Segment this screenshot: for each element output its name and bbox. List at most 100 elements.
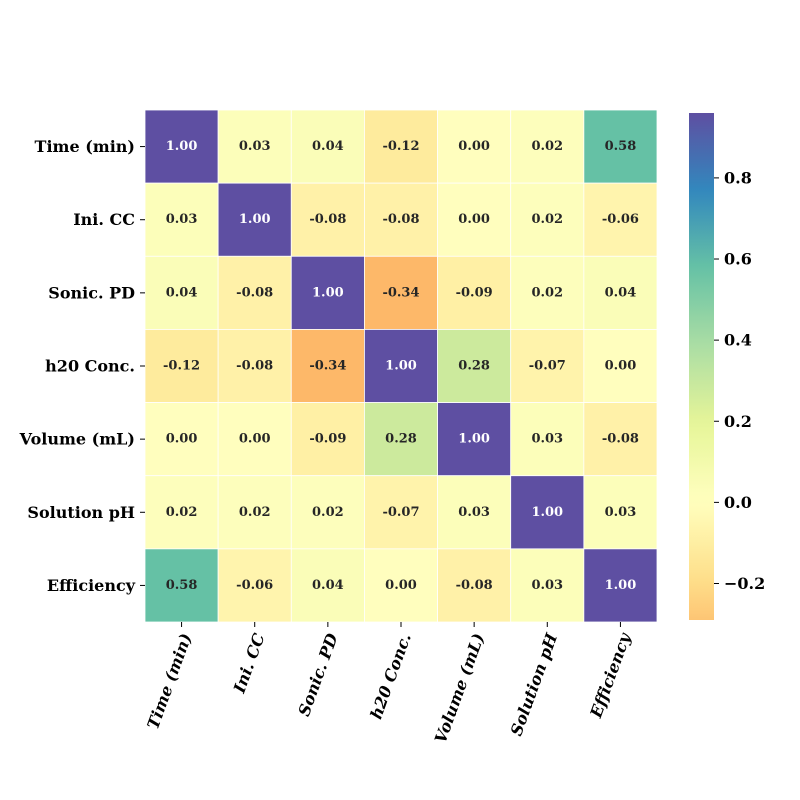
heatmap-value-label: 0.04 (312, 578, 344, 593)
heatmap-value-label: -0.12 (382, 139, 419, 154)
heatmap-cell-ini-cc-volume-ml (437, 182, 512, 257)
heatmap-value-label: 0.02 (531, 139, 563, 154)
heatmap-value-label: -0.09 (456, 285, 493, 300)
heatmap-value-label: -0.08 (382, 212, 419, 227)
heatmap-value-label: -0.06 (602, 212, 639, 227)
column-label-time-min: Time (min) (143, 631, 195, 732)
heatmap-cell-solution-ph-sonic-pd (290, 475, 365, 550)
heatmap-cell-sonic-pd-time-min (144, 255, 219, 330)
heatmap-cell-h20-conc-solution-ph (510, 329, 585, 403)
row-label-ini-cc: Ini. CC (73, 210, 135, 229)
heatmap-value-label: -0.08 (236, 359, 273, 374)
heatmap-cell-time-min-h20-conc (364, 109, 438, 184)
heatmap-cells: 1.00 0.03 0.04 -0.12 0.00 0.02 0.58 0.03 1.00 -0.… (144, 109, 658, 623)
column-label-h20-conc: h20 Conc. (366, 631, 415, 722)
heatmap-cell-time-min-solution-ph (510, 109, 585, 184)
heatmap-value-label: 0.28 (385, 432, 417, 447)
colorbar-tick-label: 0.8 (724, 168, 752, 187)
heatmap-value-label: 0.03 (458, 505, 490, 520)
column-label-sonic-pd: Sonic. PD (294, 631, 342, 719)
heatmap-value-label: -0.08 (456, 578, 493, 593)
heatmap-cell-h20-conc-ini-cc (217, 329, 292, 403)
heatmap-value-label: 0.03 (605, 505, 637, 520)
row-label-h20-conc: h20 Conc. (45, 357, 135, 376)
row-label-solution-ph: Solution pH (27, 503, 135, 522)
heatmap-value-label: 0.58 (605, 139, 637, 154)
heatmap-value-label: 0.03 (531, 432, 563, 447)
heatmap-value-label: 0.02 (166, 505, 198, 520)
heatmap-cell-ini-cc-efficiency (583, 182, 658, 257)
row-label-time-min: Time (min) (35, 137, 135, 156)
heatmap-cell-sonic-pd-efficiency (583, 255, 658, 330)
heatmap-value-label: 0.02 (531, 212, 563, 227)
heatmap-value-label: 0.04 (605, 285, 637, 300)
colorbar-tick-label: 0.2 (724, 412, 752, 431)
column-label-efficiency: Efficiency (586, 629, 635, 721)
heatmap-cell-sonic-pd-solution-ph (510, 255, 585, 330)
heatmap-cell-efficiency-time-min (144, 548, 219, 623)
heatmap-cell-h20-conc-efficiency (583, 329, 658, 403)
heatmap-cell-efficiency-efficiency (583, 548, 658, 623)
heatmap-value-label: 0.04 (312, 139, 344, 154)
heatmap-cell-solution-ph-volume-ml (437, 475, 512, 550)
heatmap-cell-sonic-pd-volume-ml (437, 255, 512, 330)
heatmap-cell-sonic-pd-ini-cc (217, 255, 292, 330)
heatmap-cell-volume-ml-sonic-pd (290, 402, 365, 477)
heatmap-value-label: -0.34 (309, 359, 346, 374)
colorbar-tick-label: 0.4 (724, 331, 752, 350)
heatmap-cell-efficiency-volume-ml (437, 548, 512, 623)
heatmap-value-label: 0.00 (605, 359, 637, 374)
heatmap-value-label: 0.00 (458, 212, 490, 227)
heatmap-value-label: 1.00 (385, 359, 417, 374)
heatmap-cell-ini-cc-solution-ph (510, 182, 585, 257)
row-label-sonic-pd: Sonic. PD (48, 283, 135, 302)
heatmap-value-label: 1.00 (531, 505, 563, 520)
heatmap-value-label: 1.00 (605, 578, 637, 593)
heatmap-cell-efficiency-h20-conc (364, 548, 438, 623)
heatmap-value-label: 0.58 (166, 578, 198, 593)
heatmap-value-label: 0.03 (239, 139, 271, 154)
heatmap-value-label: 1.00 (458, 432, 490, 447)
heatmap-cell-ini-cc-sonic-pd (290, 182, 365, 257)
heatmap-cell-sonic-pd-h20-conc (364, 255, 438, 330)
heatmap-value-label: 0.03 (166, 212, 198, 227)
colorbar: −0.2 0.0 0.2 0.4 0.6 0.8 (689, 113, 765, 620)
heatmap-value-label: 1.00 (239, 212, 271, 227)
row-labels: Time (min) Ini. CC Sonic. PD h20 Conc. Volum… (19, 137, 145, 595)
heatmap-cell-volume-ml-time-min (144, 402, 219, 477)
heatmap-value-label: 0.04 (166, 285, 198, 300)
heatmap-value-label: 0.02 (531, 285, 563, 300)
heatmap-cell-sonic-pd-sonic-pd (290, 255, 365, 330)
heatmap-value-label: 0.00 (239, 432, 271, 447)
row-label-efficiency: Efficiency (47, 576, 136, 595)
heatmap-value-label: 0.00 (458, 139, 490, 154)
heatmap-value-label: -0.09 (309, 432, 346, 447)
heatmap-value-label: -0.06 (236, 578, 273, 593)
heatmap-cell-time-min-sonic-pd (290, 109, 365, 184)
colorbar-tick-label: 0.6 (724, 250, 752, 269)
row-label-volume-ml: Volume (mL) (19, 430, 135, 449)
heatmap-value-label: -0.08 (309, 212, 346, 227)
column-labels: Time (min) Ini. CC Sonic. PD h20 Conc. Volum… (143, 622, 635, 746)
heatmap-value-label: 0.03 (531, 578, 563, 593)
heatmap-value-label: 0.00 (166, 432, 198, 447)
colorbar-tick-label: 0.0 (724, 493, 752, 512)
column-label-solution-ph: Solution pH (507, 630, 562, 738)
heatmap-cell-time-min-time-min (144, 109, 219, 184)
heatmap-value-label: 0.02 (312, 505, 344, 520)
column-label-ini-cc: Ini. CC (229, 631, 268, 697)
heatmap-value-label: -0.08 (236, 285, 273, 300)
heatmap-cell-solution-ph-efficiency (583, 475, 658, 550)
heatmap-value-label: -0.07 (382, 505, 419, 520)
heatmap-cell-solution-ph-h20-conc (364, 475, 438, 550)
heatmap-value-label: -0.34 (382, 285, 419, 300)
heatmap-cell-h20-conc-h20-conc (364, 329, 438, 403)
heatmap-cell-time-min-ini-cc (217, 109, 292, 184)
heatmap-cell-h20-conc-time-min (144, 329, 219, 403)
heatmap-cell-efficiency-sonic-pd (290, 548, 365, 623)
heatmap-value-label: -0.08 (602, 432, 639, 447)
heatmap-cell-volume-ml-efficiency (583, 402, 658, 477)
heatmap-value-label: 0.02 (239, 505, 271, 520)
colorbar-tick-label: −0.2 (724, 574, 765, 593)
